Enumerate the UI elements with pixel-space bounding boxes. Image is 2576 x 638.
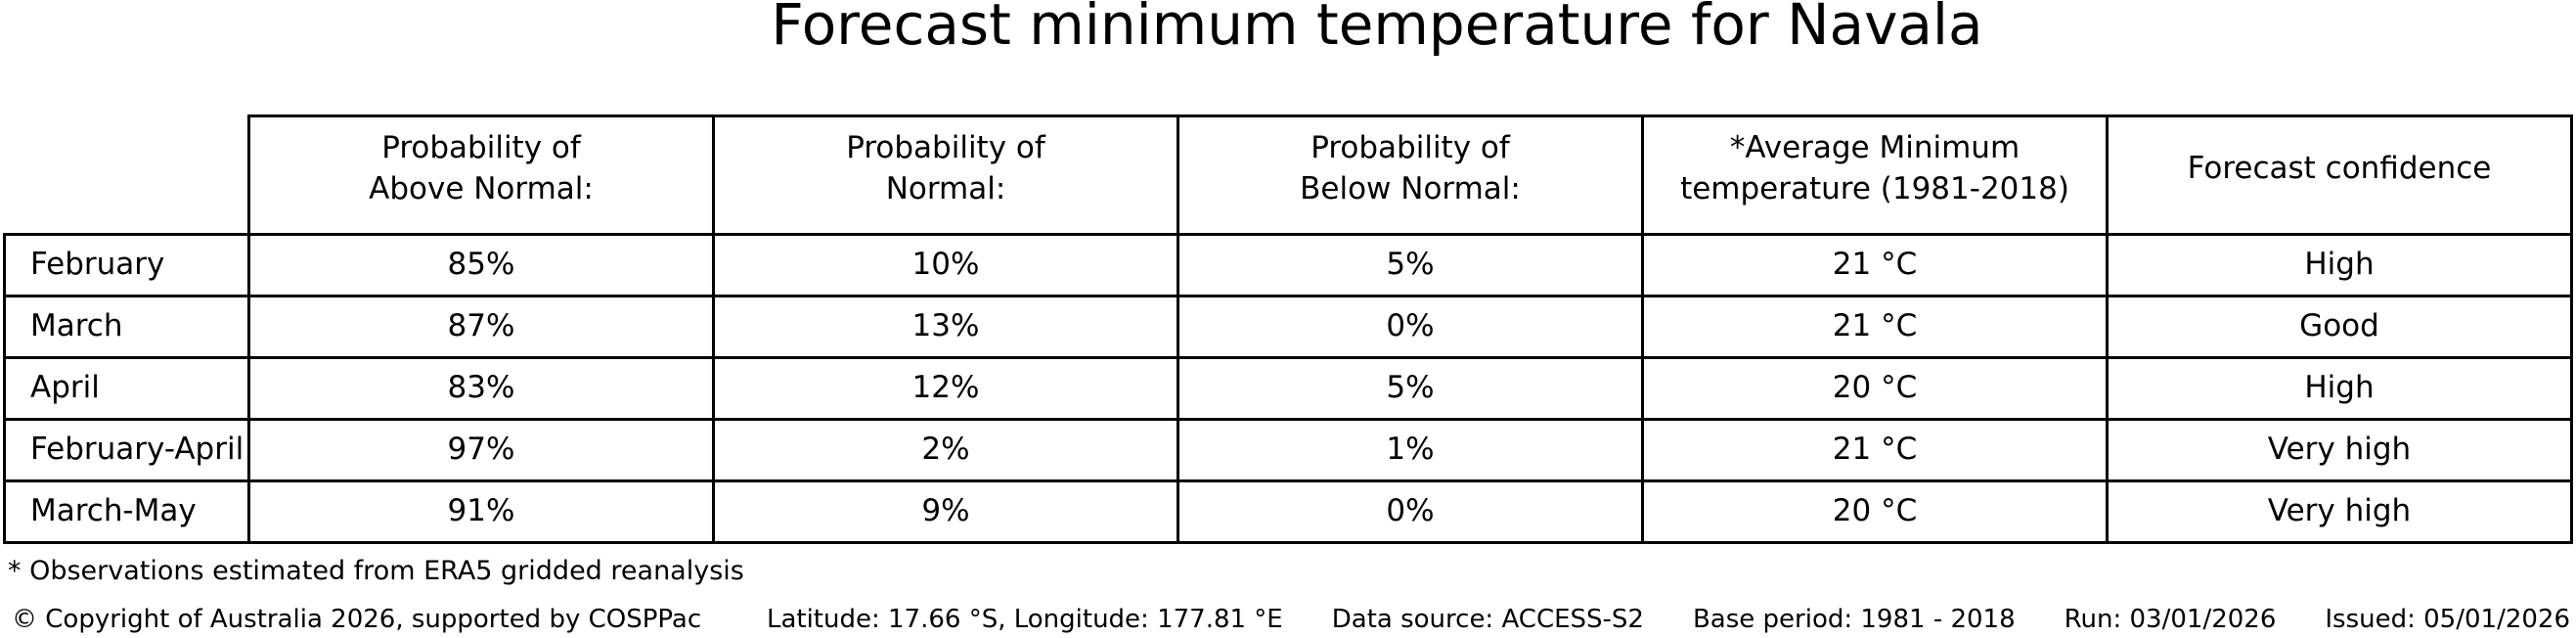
column-header-above-normal: Probability of Above Normal: xyxy=(247,114,715,236)
observations-footnote: * Observations estimated from ERA5 gridd… xyxy=(8,556,744,586)
table-cell: Good xyxy=(2106,295,2573,359)
column-header-normal: Probability of Normal: xyxy=(712,114,1179,236)
page-title: Forecast minimum temperature for Navala xyxy=(771,0,1983,58)
table-cell: 13% xyxy=(712,295,1179,359)
table-cell: 21 °C xyxy=(1641,233,2109,297)
table-cell: 20 °C xyxy=(1641,479,2109,544)
row-label: April xyxy=(3,356,250,421)
table-cell: 1% xyxy=(1177,418,1644,482)
table-cell: 10% xyxy=(712,233,1179,297)
location-text: Latitude: 17.66 °S, Longitude: 177.81 °E xyxy=(766,605,1283,634)
base-period-text: Base period: 1981 - 2018 xyxy=(1692,605,2016,634)
table-cell: 21 °C xyxy=(1641,295,2109,359)
table-cell: 91% xyxy=(247,479,715,544)
column-header-forecast-confidence: Forecast confidence xyxy=(2106,114,2573,236)
table-row-march: March 87% 13% 0% 21 °C Good xyxy=(3,295,2573,359)
table-cell: Very high xyxy=(2106,418,2573,482)
table-cell: 97% xyxy=(247,418,715,482)
issued-date-text: Issued: 05/01/2026 xyxy=(2325,605,2570,634)
table-row-february-april: February-April 97% 2% 1% 21 °C Very high xyxy=(3,418,2573,482)
table-row-february: February 85% 10% 5% 21 °C High xyxy=(3,233,2573,297)
table-cell: 85% xyxy=(247,233,715,297)
footer-bar: © Copyright of Australia 2026, supported… xyxy=(12,605,2570,635)
row-label: March-May xyxy=(3,479,250,544)
forecast-table: Probability of Above Normal: Probability… xyxy=(3,114,2573,544)
row-label: February-April xyxy=(3,418,250,482)
row-label: March xyxy=(3,295,250,359)
row-label: February xyxy=(3,233,250,297)
table-header-row: Probability of Above Normal: Probability… xyxy=(5,114,2573,236)
column-header-below-normal: Probability of Below Normal: xyxy=(1177,114,1644,236)
corner-cell xyxy=(5,116,249,235)
data-source-text: Data source: ACCESS-S2 xyxy=(1331,605,1644,634)
table-cell: 9% xyxy=(712,479,1179,544)
table-row-march-may: March-May 91% 9% 0% 20 °C Very high xyxy=(3,479,2573,544)
table-cell: 21 °C xyxy=(1641,418,2109,482)
copyright-text: © Copyright of Australia 2026, supported… xyxy=(12,605,702,634)
footer-metadata: Latitude: 17.66 °S, Longitude: 177.81 °E… xyxy=(767,605,2570,635)
table-cell: 20 °C xyxy=(1641,356,2109,421)
table-cell: High xyxy=(2106,356,2573,421)
table-cell: 0% xyxy=(1177,479,1644,544)
table-cell: 83% xyxy=(247,356,715,421)
table-cell: 2% xyxy=(712,418,1179,482)
column-header-average-minimum: *Average Minimum temperature (1981-2018) xyxy=(1641,114,2109,236)
run-date-text: Run: 03/01/2026 xyxy=(2064,605,2277,634)
table-row-april: April 83% 12% 5% 20 °C High xyxy=(3,356,2573,421)
table-cell: 5% xyxy=(1177,233,1644,297)
table-cell: Very high xyxy=(2106,479,2573,544)
table-cell: 5% xyxy=(1177,356,1644,421)
table-cell: 0% xyxy=(1177,295,1644,359)
table-cell: High xyxy=(2106,233,2573,297)
table-cell: 87% xyxy=(247,295,715,359)
table-cell: 12% xyxy=(712,356,1179,421)
